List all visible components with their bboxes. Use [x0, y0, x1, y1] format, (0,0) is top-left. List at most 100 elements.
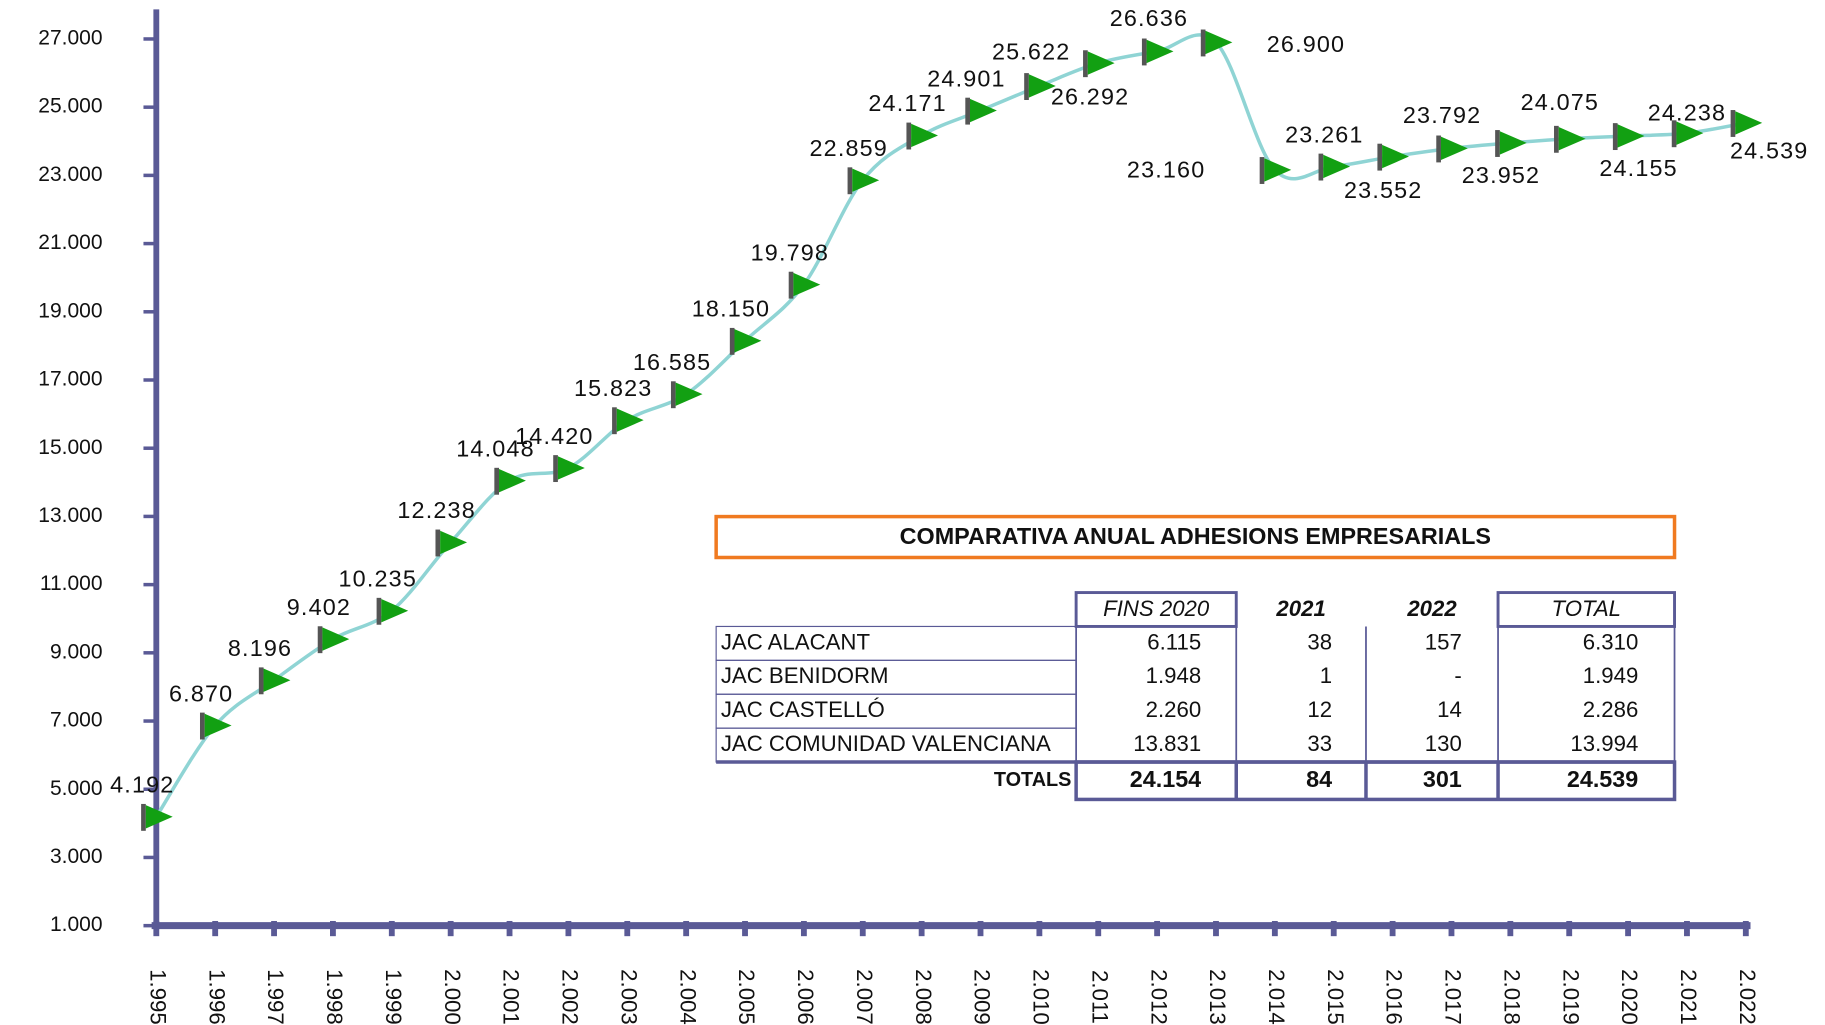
flag	[1558, 127, 1586, 151]
flag-marker	[1318, 153, 1351, 181]
value-label: 26.900	[1267, 31, 1345, 57]
x-tick-label: 2.004	[675, 969, 700, 1025]
table-cell: 13.831	[1133, 731, 1201, 756]
value-label: 25.622	[992, 38, 1070, 64]
flag-marker	[1024, 73, 1056, 100]
y-tick-label: 9.000	[50, 640, 103, 663]
value-label: 19.798	[751, 239, 829, 265]
flag-marker	[906, 122, 938, 150]
table-cell: 2.260	[1146, 697, 1202, 722]
line	[154, 33, 1747, 818]
table-cell: 12	[1307, 697, 1332, 722]
table-header: FINS 2020	[1103, 596, 1210, 621]
flag	[1440, 136, 1468, 161]
flag-marker	[258, 667, 291, 695]
value-label: 23.261	[1285, 121, 1363, 147]
flag-pole	[317, 626, 323, 654]
y-tick-label: 11.000	[40, 572, 103, 595]
flag	[1205, 30, 1233, 55]
table-cell: -	[1454, 663, 1461, 688]
flag-pole	[612, 407, 617, 435]
flag-pole	[906, 122, 912, 150]
flag-pole	[1671, 120, 1677, 148]
flag	[263, 668, 291, 692]
x-tick-label: 2.013	[1205, 969, 1230, 1025]
y-tick-label: 13.000	[38, 504, 102, 527]
table-cell: 1.949	[1583, 663, 1639, 688]
x-tick-label: 1.995	[145, 969, 170, 1025]
flag-marker	[1259, 157, 1292, 184]
x-tick-label: 2.020	[1617, 969, 1642, 1025]
table-title: COMPARATIVA ANUAL ADHESIONS EMPRESARIALS	[900, 523, 1491, 549]
value-label: 23.952	[1462, 162, 1540, 188]
y-tick-label: 27.000	[38, 27, 102, 50]
table-total: 24.539	[1567, 766, 1638, 792]
x-tick-label: 2.017	[1441, 969, 1466, 1025]
value-label: 16.585	[633, 349, 711, 375]
x-tick-label: 2.005	[734, 969, 759, 1025]
flag-pole	[1141, 38, 1147, 66]
flag-pole	[965, 97, 970, 125]
flag	[1146, 39, 1174, 64]
x-tick-label: 2.002	[558, 969, 583, 1025]
flag-pole	[1495, 130, 1500, 157]
flag-marker	[729, 327, 762, 355]
flag-marker	[847, 167, 880, 195]
table-cell: 1.948	[1146, 663, 1202, 688]
table-cell: JAC ALACANT	[721, 629, 871, 654]
flag-pole	[1554, 125, 1559, 153]
flag-pole	[553, 455, 558, 483]
flag-marker	[1554, 125, 1586, 153]
flag-marker	[965, 97, 997, 125]
value-label: 15.823	[574, 375, 652, 401]
table-cell: 157	[1425, 629, 1462, 654]
y-tick-label: 17.000	[38, 368, 102, 391]
flag	[440, 530, 468, 555]
x-tick-label: 2.006	[793, 969, 818, 1025]
value-label: 24.901	[927, 65, 1005, 91]
table-cell: 33	[1307, 731, 1332, 756]
flag	[852, 168, 880, 192]
value-label: 18.150	[692, 296, 770, 322]
flag-marker	[1612, 123, 1645, 151]
y-tick-label: 7.000	[50, 709, 103, 732]
x-tick-label: 2.001	[499, 969, 524, 1025]
flag-marker	[1730, 110, 1763, 137]
table-header: 2022	[1406, 596, 1457, 621]
value-label: 23.160	[1127, 156, 1205, 182]
flag-pole	[1612, 123, 1618, 151]
value-label: 23.792	[1403, 102, 1481, 128]
y-tick-label: 19.000	[38, 299, 102, 322]
flag-pole	[258, 667, 264, 695]
flag-marker	[1141, 38, 1174, 66]
flag	[734, 329, 762, 353]
flag-marker	[435, 529, 468, 557]
flag-pole	[376, 597, 382, 625]
totals-box	[1074, 760, 1677, 802]
table-cell: 130	[1425, 731, 1462, 756]
flag-marker	[553, 455, 585, 483]
flag	[1617, 124, 1645, 148]
value-label: 23.552	[1344, 177, 1422, 203]
y-tick-label: 3.000	[50, 845, 103, 868]
table-cell: JAC CASTELLÓ	[721, 697, 885, 722]
x-tick-label: 1.999	[381, 969, 406, 1025]
flag	[204, 713, 232, 738]
value-label: 24.075	[1521, 89, 1599, 115]
flag-pole	[670, 381, 676, 409]
value-label: 14.420	[515, 423, 593, 449]
flag-pole	[1259, 157, 1265, 184]
x-tick-label: 2.018	[1499, 969, 1524, 1025]
flag	[675, 382, 703, 406]
flag-marker	[494, 467, 526, 495]
y-tick-label: 21.000	[38, 231, 102, 254]
flag	[381, 599, 409, 623]
header-box	[1496, 591, 1676, 628]
x-tick-label: 2.012	[1146, 969, 1171, 1025]
flag-marker	[1083, 50, 1115, 78]
table-cell: 6.115	[1147, 629, 1201, 654]
flag	[1323, 154, 1351, 179]
table-cell: 6.310	[1583, 629, 1639, 654]
